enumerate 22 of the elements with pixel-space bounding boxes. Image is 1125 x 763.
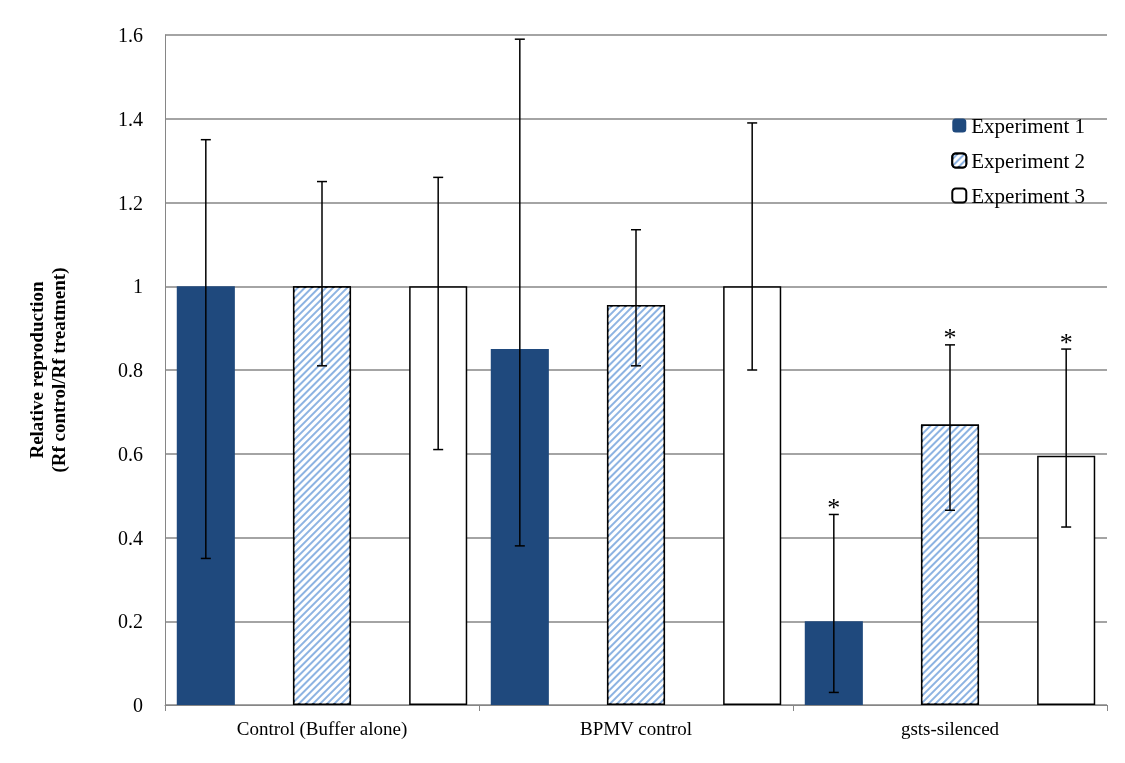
y-tick-label: 0.2 xyxy=(118,610,143,633)
bar xyxy=(490,349,549,705)
y-tick-label: 0.8 xyxy=(118,359,143,381)
y-tick-label: 0 xyxy=(133,694,143,716)
y-tick-label: 1.2 xyxy=(118,191,143,214)
y-axis-title: Relative reproduction (Rf control/Rf treatment) xyxy=(25,267,70,473)
bar xyxy=(804,621,863,705)
annotation: * xyxy=(1059,327,1073,357)
y-tick-label: 1.6 xyxy=(118,24,143,46)
y-tick-label: 1.4 xyxy=(118,107,143,130)
legend-label: Experiment 2 xyxy=(971,148,1085,173)
annotation: * xyxy=(827,492,841,522)
legend-label: Experiment 1 xyxy=(971,113,1085,138)
y-tick-label: 0.6 xyxy=(118,442,143,465)
x-tick-label: BPMV control xyxy=(579,718,693,739)
x-tick-label: gsts-silenced xyxy=(900,718,1000,739)
x-tick-label: Control (Buffer alone) xyxy=(236,718,408,740)
y-tick-label: 1 xyxy=(133,275,143,298)
y-tick-label: 0.4 xyxy=(118,526,143,549)
annotation: * xyxy=(943,323,957,353)
bar xyxy=(176,286,235,705)
legend-label: Experiment 3 xyxy=(971,183,1085,208)
